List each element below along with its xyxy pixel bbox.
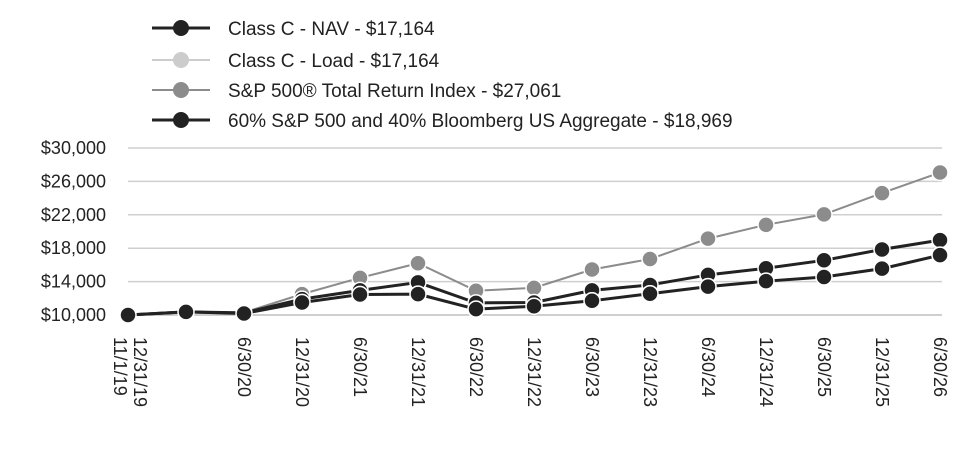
data-point — [931, 231, 949, 249]
x-tick-label: 6/30/25 — [814, 337, 834, 397]
data-point — [293, 293, 311, 312]
data-point — [699, 277, 717, 296]
data-point — [409, 254, 427, 272]
x-tick-label: 6/30/26 — [930, 337, 950, 397]
data-point — [931, 246, 949, 264]
data-point — [467, 300, 485, 318]
x-axis-ticks: 11/1/19 12/31/19 6/30/20 12/31/20 6/30/21 12/… — [110, 337, 950, 407]
x-tick-label: 6/30/22 — [466, 337, 486, 397]
y-tick-label: $26,000 — [41, 171, 106, 191]
data-point — [873, 184, 891, 202]
data-point — [873, 240, 891, 259]
x-tick-label: 12/31/19 — [130, 337, 150, 407]
data-point — [757, 272, 775, 290]
x-tick-label: 12/31/22 — [524, 337, 544, 407]
x-tick-label: 12/31/24 — [756, 337, 776, 407]
data-point — [815, 251, 833, 270]
data-point — [757, 216, 775, 234]
legend-label: Class C - NAV - $17,164 — [228, 19, 435, 40]
y-tick-label: $30,000 — [41, 138, 106, 158]
legend-swatch-marker — [173, 112, 189, 128]
y-axis-ticks: $10,000 $14,000 $18,000 $22,000 $26,000 $30,0… — [41, 138, 106, 325]
data-point — [119, 306, 137, 324]
y-tick-label: $18,000 — [41, 238, 106, 258]
data-point — [931, 163, 949, 182]
legend-swatch-marker — [173, 82, 189, 98]
y-tick-label: $22,000 — [41, 205, 106, 225]
legend-swatch-marker — [173, 52, 189, 68]
x-tick-label: 12/31/23 — [640, 337, 660, 407]
y-tick-label: $14,000 — [41, 272, 106, 292]
x-tick-label: 12/31/25 — [872, 337, 892, 407]
data-point — [177, 303, 195, 321]
data-point — [815, 268, 833, 286]
data-point — [525, 297, 543, 315]
x-tick-label: 6/30/24 — [698, 337, 718, 397]
chart-legend: Class C - NAV - $17,164 Class C - Load - … — [152, 19, 733, 132]
chart-series — [119, 163, 949, 324]
x-tick-label: 6/30/20 — [234, 337, 254, 397]
y-tick-label: $10,000 — [41, 305, 106, 325]
legend-label: S&P 500® Total Return Index - $27,061 — [228, 81, 561, 102]
data-point — [351, 285, 369, 304]
data-point — [235, 304, 253, 323]
data-point — [699, 229, 717, 248]
data-point — [641, 250, 659, 268]
x-tick-label: 6/30/23 — [582, 337, 602, 397]
data-point — [873, 259, 891, 278]
data-point — [583, 260, 601, 279]
data-point — [641, 284, 659, 303]
x-tick-label: 6/30/21 — [350, 337, 370, 397]
data-point — [409, 285, 427, 303]
data-point — [525, 279, 543, 297]
x-tick-label: 12/31/20 — [292, 337, 312, 407]
data-point — [815, 205, 833, 224]
legend-label: 60% S&P 500 and 40% Bloomberg US Aggrega… — [228, 111, 733, 132]
x-tick-label: 11/1/19 — [110, 337, 130, 396]
data-point — [583, 292, 601, 310]
legend-swatch-marker — [173, 20, 189, 36]
x-tick-label: 12/31/21 — [408, 337, 428, 407]
legend-label: Class C - Load - $17,164 — [228, 51, 440, 72]
